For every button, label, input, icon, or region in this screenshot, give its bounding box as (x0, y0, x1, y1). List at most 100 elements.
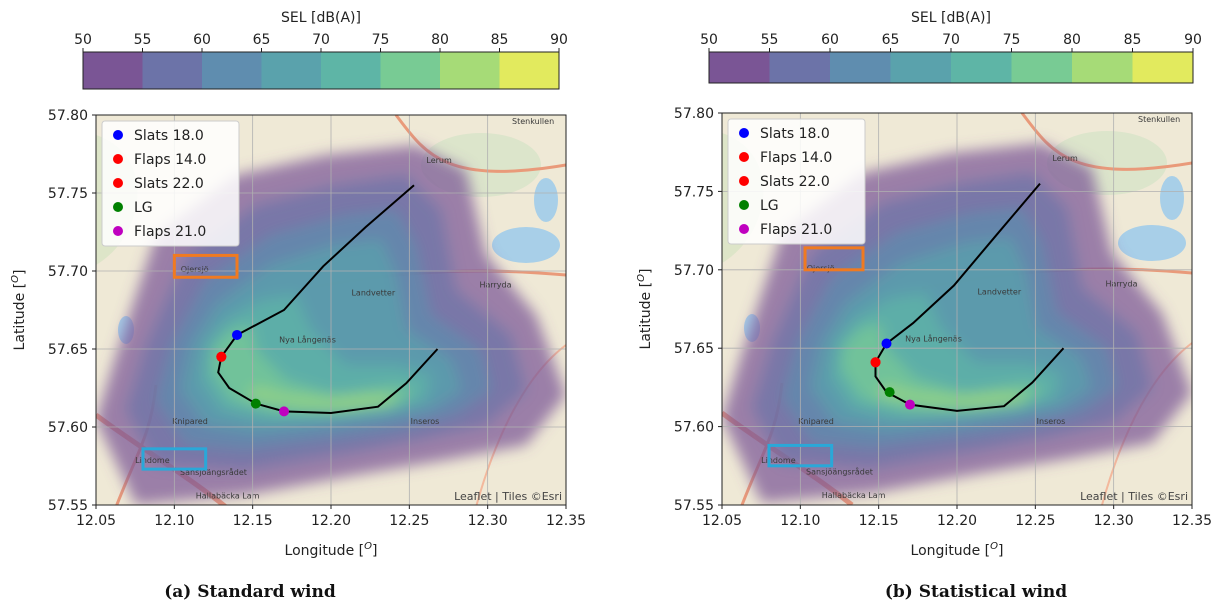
place-label: Harryda (479, 281, 511, 290)
x-tick-label: 12.35 (1172, 513, 1212, 529)
x-tick-label: 12.05 (702, 513, 742, 529)
colorbar-segment (891, 52, 952, 83)
place-label: Stenkullen (512, 117, 554, 126)
y-tick-label: 57.60 (48, 420, 88, 436)
marker-lg (885, 387, 895, 397)
y-tick-label: 57.70 (48, 264, 88, 280)
y-tick-label: 57.60 (674, 420, 714, 436)
colorbar-tick-label: 50 (74, 32, 92, 48)
colorbar-segment (262, 52, 322, 89)
colorbar-segment (143, 52, 203, 89)
y-tick-label: 57.70 (674, 263, 714, 279)
x-axis-label: Longitude [O] (911, 541, 1004, 559)
colorbar-tick-label: 85 (1124, 32, 1142, 48)
x-tick-label: 12.35 (546, 513, 586, 529)
legend: Slats 18.0 Flaps 14.0 Slats 22.0 LG Flaps 21… (728, 119, 865, 244)
map-lake (492, 227, 560, 263)
legend-label: Flaps 14.0 (134, 152, 206, 168)
x-tick-label: 12.30 (468, 513, 508, 529)
place-label: Stenkullen (1138, 115, 1180, 124)
marker-slats-18-0 (232, 330, 242, 340)
legend-marker (739, 176, 749, 186)
marker-slats-22-0 (871, 357, 881, 367)
legend-label: LG (134, 200, 153, 216)
legend-label: Slats 22.0 (134, 176, 204, 192)
colorbar-label: SEL [dB(A)] (281, 10, 361, 26)
legend-label: Flaps 14.0 (760, 150, 832, 166)
colorbar-tick-label: 55 (761, 32, 779, 48)
y-axis-label: Latitude [O] (10, 270, 28, 351)
marker-flaps-21-0 (905, 400, 915, 410)
legend-marker (739, 224, 749, 234)
colorbar-segment (951, 52, 1012, 83)
place-label: Nya Långenäs (905, 333, 962, 343)
legend-label: Flaps 21.0 (134, 224, 206, 240)
place-label: Knipared (172, 417, 208, 426)
colorbar-tick-label: 75 (372, 32, 390, 48)
x-tick-label: 12.25 (389, 513, 429, 529)
colorbar-tick-label: 80 (1063, 32, 1081, 48)
place-label: Hallabäcka Lam (822, 491, 886, 500)
legend-marker (113, 202, 123, 212)
colorbar-label: SEL [dB(A)] (911, 10, 991, 26)
place-label: Lerum (426, 156, 452, 165)
place-label: Hallabäcka Lam (196, 491, 260, 500)
place-label: Nya Långenäs (279, 334, 336, 344)
legend-label: Slats 18.0 (134, 128, 204, 144)
legend-label: LG (760, 198, 779, 214)
y-tick-label: 57.55 (674, 498, 714, 514)
colorbar-segment (1072, 52, 1133, 83)
colorbar-tick-label: 90 (1184, 32, 1202, 48)
x-tick-label: 12.20 (937, 513, 977, 529)
colorbar-segment (500, 52, 560, 89)
colorbar-segment (83, 52, 143, 89)
place-label: Landvetter (351, 289, 395, 298)
colorbar-tick-label: 65 (882, 32, 900, 48)
colorbar-tick-label: 90 (550, 32, 568, 48)
x-tick-label: 12.30 (1094, 513, 1134, 529)
legend: Slats 18.0 Flaps 14.0 Slats 22.0 LG Flaps 21… (102, 121, 239, 246)
chart-panel: 50 55 60 65 70 75 80 85 90 SEL [dB(A)] Lerum Landve… (10, 10, 586, 559)
colorbar-tick-label: 60 (193, 32, 211, 48)
marker-slats-18-0 (882, 338, 892, 348)
legend-marker (739, 128, 749, 138)
x-tick-label: 12.15 (233, 513, 273, 529)
legend-label: Flaps 21.0 (760, 222, 832, 238)
y-tick-label: 57.80 (48, 108, 88, 124)
map-attribution: Leaflet | Tiles ©Esri (1080, 490, 1188, 503)
caption-statistical-wind: (b) Statistical wind (726, 582, 1226, 602)
legend-marker (113, 154, 123, 164)
colorbar-segment (202, 52, 262, 89)
colorbar-segment (1012, 52, 1073, 83)
marker-slats-22-0 (216, 352, 226, 362)
legend-label: Slats 18.0 (760, 126, 830, 142)
x-tick-label: 12.10 (154, 513, 194, 529)
place-label: Inseros (1037, 417, 1066, 426)
y-tick-label: 57.75 (48, 186, 88, 202)
place-label: Landvetter (977, 287, 1021, 296)
colorbar-tick-label: 75 (1003, 32, 1021, 48)
y-tick-label: 57.75 (674, 184, 714, 200)
x-tick-label: 12.10 (780, 513, 820, 529)
colorbar-tick-label: 85 (491, 32, 509, 48)
place-label: Sansjöängsrådet (806, 467, 873, 477)
map-lake (1118, 225, 1186, 261)
legend-marker (113, 226, 123, 236)
legend-marker (739, 152, 749, 162)
y-tick-label: 57.55 (48, 498, 88, 514)
colorbar-segment (1133, 52, 1194, 83)
place-label: Lindome (761, 456, 796, 465)
legend-marker (113, 130, 123, 140)
figure: 50 55 60 65 70 75 80 85 90 SEL [dB(A)] Lerum Landve… (0, 0, 1226, 582)
colorbar-tick-label: 65 (253, 32, 271, 48)
y-axis-label: Latitude [O] (636, 269, 654, 350)
colorbar-segment (770, 52, 831, 83)
map-attribution: Leaflet | Tiles ©Esri (454, 490, 562, 503)
colorbar-segment (321, 52, 381, 89)
colorbar-tick-label: 70 (942, 32, 960, 48)
place-label: Knipared (798, 417, 834, 426)
marker-flaps-21-0 (279, 406, 289, 416)
place-label: Harryda (1105, 280, 1137, 289)
colorbar-segment (830, 52, 891, 83)
chart-panel: 50 55 60 65 70 75 80 85 90 SEL [dB(A)] Lerum Landve… (636, 10, 1212, 559)
